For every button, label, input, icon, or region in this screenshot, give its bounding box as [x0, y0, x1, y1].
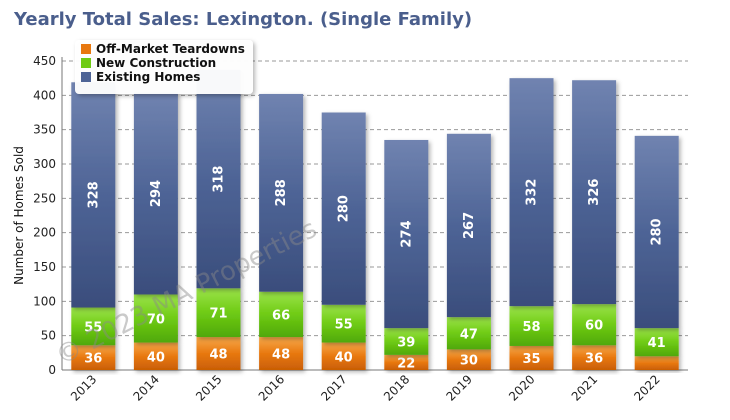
bar-off-market-teardowns-2022 — [634, 356, 679, 370]
bar-off-market-teardowns-2017 — [321, 342, 366, 370]
data-label: 48 — [209, 348, 227, 363]
y-tick-label: 250 — [33, 191, 56, 205]
legend-label: New Construction — [96, 56, 216, 70]
legend-box — [75, 40, 253, 94]
data-label: 71 — [209, 307, 227, 322]
y-tick-label: 0 — [48, 363, 56, 377]
x-tick-label: 2020 — [506, 372, 537, 403]
x-tick-label: 2015 — [193, 372, 224, 403]
data-label: 22 — [397, 356, 415, 371]
legend-label: Existing Homes — [96, 70, 200, 84]
data-label: 280 — [337, 195, 352, 222]
data-label: 70 — [147, 313, 165, 328]
bar-existing-homes-2017 — [321, 112, 366, 305]
y-tick-label: 200 — [33, 226, 56, 240]
bar-off-market-teardowns-2016 — [259, 337, 304, 370]
data-label: 35 — [522, 352, 540, 367]
y-axis-label: Number of Homes Sold — [12, 146, 26, 285]
bar-new-construction-2014 — [133, 294, 178, 343]
data-label: 55 — [84, 320, 102, 335]
x-tick-label: 2013 — [68, 372, 99, 403]
legend-swatch — [81, 44, 91, 54]
data-label: 328 — [86, 181, 101, 208]
bar-existing-homes-2021 — [572, 80, 617, 305]
data-label: 41 — [648, 336, 666, 351]
data-label: 288 — [274, 179, 289, 206]
bar-existing-homes-2014 — [133, 92, 178, 295]
bar-off-market-teardowns-2013 — [71, 345, 116, 370]
bar-existing-homes-2022 — [634, 135, 679, 329]
bar-off-market-teardowns-2014 — [133, 342, 178, 370]
bar-new-construction-2018 — [384, 328, 429, 355]
data-label: 318 — [212, 166, 227, 193]
bar-new-construction-2016 — [259, 291, 304, 338]
bar-existing-homes-2018 — [384, 139, 429, 329]
x-tick-label: 2022 — [631, 372, 662, 403]
bar-existing-homes-2016 — [259, 93, 304, 292]
bar-new-construction-2022 — [634, 328, 679, 357]
y-tick-label: 450 — [33, 54, 56, 68]
x-tick-label: 2019 — [444, 372, 475, 403]
y-tick-label: 350 — [33, 123, 56, 137]
y-tick-label: 300 — [33, 157, 56, 171]
data-label: 47 — [460, 327, 478, 342]
x-tick-label: 2017 — [318, 372, 349, 403]
data-label: 267 — [462, 212, 477, 239]
bar-existing-homes-2013 — [71, 82, 116, 308]
x-tick-label: 2014 — [131, 372, 162, 403]
bar-off-market-teardowns-2019 — [446, 349, 491, 370]
bar-off-market-teardowns-2020 — [509, 345, 554, 370]
bar-off-market-teardowns-2021 — [572, 345, 617, 370]
data-label: 66 — [272, 308, 290, 323]
data-label: 40 — [335, 350, 353, 365]
data-label: 326 — [587, 179, 602, 206]
data-label: 36 — [585, 352, 603, 367]
bar-new-construction-2017 — [321, 304, 366, 343]
data-label: 39 — [397, 336, 415, 351]
data-label: 48 — [272, 348, 290, 363]
y-tick-label: 400 — [33, 88, 56, 102]
data-label: 36 — [84, 352, 102, 367]
bar-new-construction-2019 — [446, 317, 491, 350]
data-label: 40 — [147, 350, 165, 365]
bar-new-construction-2013 — [71, 307, 116, 346]
data-label: 294 — [149, 180, 164, 207]
chart-title: Yearly Total Sales: Lexington. (Single F… — [14, 9, 473, 30]
bar-new-construction-2021 — [572, 304, 617, 346]
legend-swatch — [81, 58, 91, 68]
data-label: 60 — [585, 319, 603, 334]
bar-existing-homes-2019 — [446, 133, 491, 318]
data-label: 55 — [335, 318, 353, 333]
data-label: 58 — [522, 320, 540, 335]
bar-existing-homes-2020 — [509, 78, 554, 307]
y-tick-label: 150 — [33, 260, 56, 274]
y-tick-label: 100 — [33, 294, 56, 308]
x-tick-label: 2018 — [381, 372, 412, 403]
bar-off-market-teardowns-2015 — [196, 337, 241, 370]
legend-swatch — [81, 72, 91, 82]
x-tick-label: 2021 — [569, 372, 600, 403]
y-tick-label: 50 — [41, 329, 56, 343]
x-tick-label: 2016 — [256, 372, 287, 403]
data-label: 332 — [525, 179, 540, 206]
bar-new-construction-2020 — [509, 306, 554, 346]
bar-new-construction-2015 — [196, 288, 241, 338]
bar-existing-homes-2015 — [196, 69, 241, 289]
data-label: 30 — [460, 354, 478, 369]
data-label: 280 — [650, 218, 665, 245]
bar-off-market-teardowns-2018 — [384, 354, 429, 370]
data-label: 274 — [399, 220, 414, 247]
legend-label: Off-Market Teardowns — [96, 42, 245, 56]
